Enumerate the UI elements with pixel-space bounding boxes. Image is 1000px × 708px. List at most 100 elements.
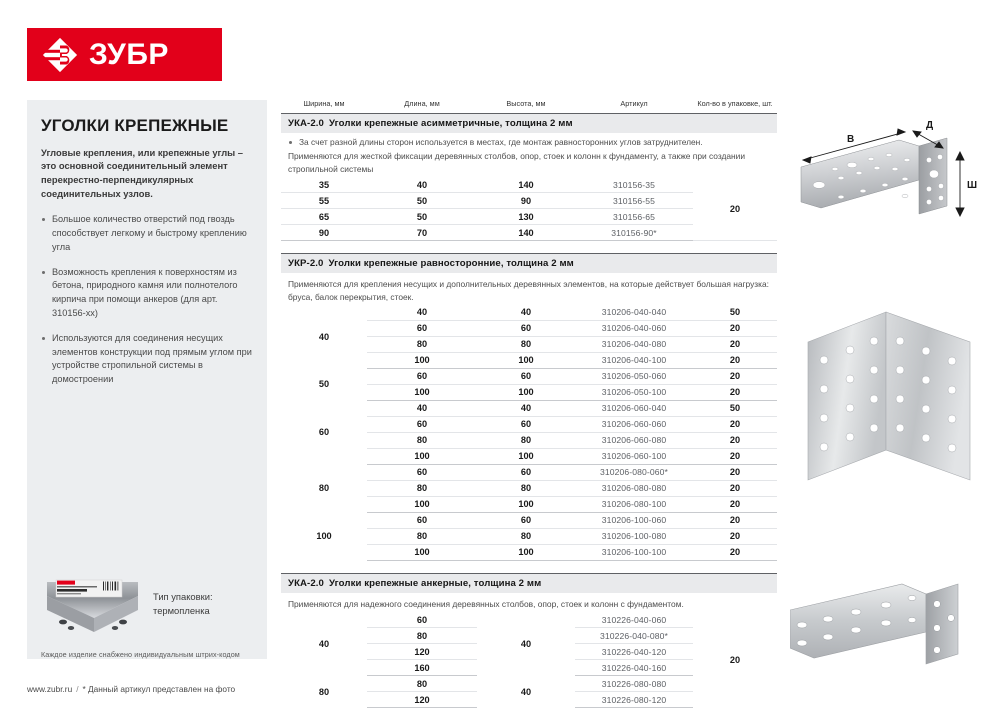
cell-width: 90	[281, 224, 367, 242]
table-row: 90 70 140 310156-90*	[281, 224, 777, 242]
cell-article: 310156-35	[575, 177, 693, 194]
section-desc: Применяются для крепления несущих и допо…	[288, 279, 769, 302]
column-header-article: Артикул	[620, 99, 648, 108]
column-header-height: Высота, мм	[506, 99, 546, 108]
cell-article: 310226-080-080	[575, 675, 693, 693]
packaging-type-label: Тип упаковки: термопленка	[153, 590, 213, 617]
cell-length: 60	[367, 416, 477, 433]
section-table-asymmetric: УКА-2.0 Уголки крепежные асимметричные, т…	[281, 113, 778, 242]
cell-length: 100	[367, 496, 477, 513]
cell-pack-qty: 20	[693, 352, 778, 369]
sidebar-panel: УГОЛКИ КРЕПЕЖНЫЕ Угловые крепления, или …	[27, 100, 267, 659]
table-row: 60 60 310206-060-060 20	[281, 416, 778, 433]
brand-name: ЗУБР	[89, 37, 169, 71]
section-desc: Применяются для надежного соединения дер…	[288, 598, 684, 609]
cell-pack-qty: 20	[693, 432, 778, 449]
cell-length: 60	[367, 464, 477, 481]
cell-length: 160	[367, 659, 477, 677]
cell-height: 90	[477, 192, 575, 210]
cell-article: 310156-90*	[575, 224, 693, 242]
cell-height: 40	[477, 400, 575, 417]
cell-article: 310206-060-060	[575, 416, 693, 433]
section-spacer	[281, 241, 777, 253]
table-row: 80 80 310206-040-080 20	[281, 336, 778, 353]
cell-pack-qty: 20	[693, 496, 778, 513]
cell-article: 310206-060-100	[575, 448, 693, 465]
cell-height-group: 40	[520, 639, 532, 650]
cell-pack-qty: 20	[693, 448, 778, 465]
cell-pack-qty: 50	[693, 304, 778, 321]
cell-height: 60	[477, 464, 575, 481]
cell-pack-qty: 20	[693, 384, 778, 401]
footer: www.zubr.ru / * Данный артикул представлен…	[27, 684, 235, 694]
cell-width-group: 40	[318, 331, 330, 342]
cell-pack-qty: 20	[693, 544, 778, 561]
cell-article: 310226-040-160	[575, 659, 693, 677]
cell-length: 60	[367, 612, 477, 629]
zubr-diamond-logo-icon	[41, 36, 79, 74]
footer-note: * Данный артикул представлен на фото	[82, 684, 236, 694]
cell-pack-qty: 20	[693, 336, 778, 353]
table-row: 80 80 40 310226-080-080	[281, 675, 777, 697]
cell-article: 310206-040-040	[575, 304, 693, 321]
angle-bracket-dimension-diagram-icon: В Д Ш	[795, 112, 985, 230]
cell-height: 80	[477, 336, 575, 353]
cell-article: 310206-050-100	[575, 384, 693, 401]
cell-article: 310156-65	[575, 208, 693, 226]
cell-length: 50	[367, 192, 477, 210]
table-row: 80 60 60 310206-080-060* 20	[281, 464, 778, 493]
equilateral-angle-bracket-photo-icon	[800, 290, 980, 515]
table-row: 40 40 40 310206-040-040 50	[281, 304, 778, 342]
footer-separator: /	[76, 684, 79, 694]
cell-length: 120	[367, 691, 477, 708]
cell-height: 100	[477, 352, 575, 369]
table-row: 80 310226-040-080*	[281, 627, 777, 645]
sidebar-lead-text: Угловые крепления, или крепежные углы – …	[41, 146, 244, 200]
cell-height-group: 40	[520, 686, 532, 697]
list-item: Используются для соединения несущих элем…	[41, 332, 253, 387]
cell-height: 80	[477, 528, 575, 545]
cell-height: 60	[477, 320, 575, 337]
section-header-anchor: УКА-2.0 Уголки крепежные анкерные, толщин…	[281, 572, 778, 593]
page-title: УГОЛКИ КРЕПЕЖНЫЕ	[41, 116, 229, 135]
cell-pack-qty: 20	[693, 528, 778, 545]
cell-length: 80	[367, 336, 477, 353]
table-row: 40 60 40 310226-040-060 20	[281, 612, 777, 665]
table-row: 120 310226-080-120	[281, 691, 777, 708]
cell-pack-qty: 20	[693, 480, 778, 497]
cell-height: 130	[477, 208, 575, 226]
cell-width-group: 40	[318, 639, 330, 650]
cell-article: 310226-040-060	[575, 612, 693, 629]
cell-length: 100	[367, 544, 477, 561]
cell-length: 40	[367, 400, 477, 417]
anchor-angle-bracket-photo-icon	[789, 570, 990, 690]
footer-website[interactable]: www.zubr.ru	[27, 684, 73, 694]
table-row: 50 60 60 310206-050-060 20	[281, 368, 778, 389]
cell-article: 310206-050-060	[575, 368, 693, 385]
cell-length: 80	[367, 432, 477, 449]
table-row: 100 100 310206-050-100 20	[281, 384, 778, 401]
cell-article: 310206-040-080	[575, 336, 693, 353]
cell-width-group: 80	[318, 483, 330, 494]
cell-width-group: 60	[318, 427, 330, 438]
cell-article: 310206-100-060	[575, 512, 693, 529]
table-row: 100 100 310206-040-100 20	[281, 352, 778, 369]
section-description-asymmetric: За счет разной длины сторон используется…	[281, 133, 777, 177]
section-title: Уголки крепежные асимметричные, толщина …	[328, 118, 573, 129]
cell-article: 310226-040-080*	[575, 627, 693, 645]
table-row: 100 100 310206-080-100 20	[281, 496, 778, 513]
section-header-asymmetric: УКА-2.0 Уголки крепежные асимметричные, т…	[281, 113, 778, 133]
cell-height: 140	[477, 177, 575, 194]
cell-pack-qty: 50	[693, 400, 778, 417]
section-description-equilateral: Применяются для крепления несущих и допо…	[281, 273, 777, 305]
section-header-equilateral: УКР-2.0 Уголки крепежные равносторонние, …	[281, 253, 778, 274]
cell-pack-qty: 20	[693, 416, 778, 433]
cell-height: 60	[477, 368, 575, 385]
table-row: 55 50 90 310156-55	[281, 192, 777, 210]
column-header-length: Длина, мм	[404, 99, 440, 108]
cell-height: 100	[477, 544, 575, 561]
cell-length: 80	[367, 627, 477, 645]
cell-length: 80	[367, 675, 477, 693]
column-header-width: Ширина, мм	[303, 99, 345, 108]
